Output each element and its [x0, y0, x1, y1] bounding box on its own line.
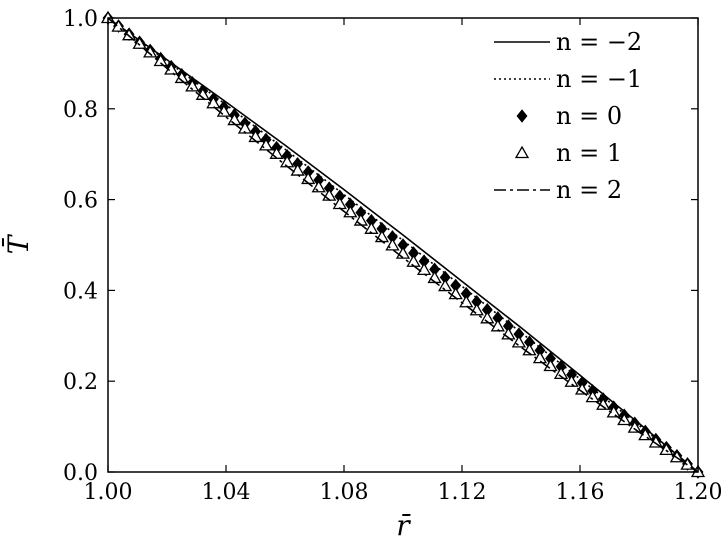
series-marker	[511, 335, 527, 348]
series-marker	[416, 262, 432, 275]
series-marker	[111, 19, 126, 32]
y-tick-label: 0.6	[63, 189, 98, 214]
legend-entry: n = −1	[494, 65, 642, 93]
series-0	[107, 17, 699, 473]
series-4	[107, 17, 699, 473]
legend-label: n = −1	[556, 65, 642, 93]
y-tick-label: 0.8	[63, 98, 98, 123]
y-axis-label: T̄	[1, 233, 35, 254]
x-tick-label: 1.12	[438, 480, 487, 505]
legend-entry: n = −2	[494, 28, 642, 56]
legend-entry: n = 1	[514, 139, 622, 167]
legend-entry: n = 2	[494, 176, 622, 204]
series-marker	[553, 366, 569, 380]
series-marker	[659, 442, 674, 456]
series-marker	[532, 350, 548, 364]
legend: n = −2 n = −1 n = 0 n = 1 n = 2	[494, 28, 642, 204]
series-marker	[185, 79, 200, 92]
x-tick-label: 1.04	[202, 480, 251, 505]
legend-label: n = −2	[556, 28, 642, 56]
series-marker	[406, 254, 421, 267]
legend-label: n = 1	[556, 139, 622, 167]
series-marker	[585, 389, 600, 403]
series-marker	[459, 294, 474, 308]
legend-marker	[516, 109, 528, 123]
legend-label: n = 0	[556, 102, 622, 130]
series-marker	[480, 310, 495, 324]
series-marker	[132, 36, 147, 49]
series-line	[107, 17, 699, 473]
x-tick-label: 1.08	[320, 480, 369, 505]
legend-label: n = 2	[556, 176, 622, 204]
series-line	[107, 17, 699, 473]
series-marker	[627, 420, 642, 433]
y-tick-label: 0.0	[63, 461, 98, 486]
series-marker	[490, 319, 505, 332]
series-marker	[206, 95, 221, 109]
series-marker	[522, 342, 537, 356]
x-tick-label: 1.00	[84, 480, 133, 505]
legend-marker	[514, 145, 530, 159]
y-tick-label: 1.0	[63, 7, 98, 32]
series-marker	[543, 358, 558, 372]
series-marker	[195, 87, 210, 100]
ticks-layer: 1.00 1.04 1.08 1.12 1.16 1.20 0.0 0.2 0.4 0.6 0.8 1…	[63, 7, 721, 505]
plot-frame	[107, 17, 699, 473]
series-marker	[469, 302, 484, 316]
y-tick-label: 0.2	[63, 370, 98, 395]
y-tick-label: 0.4	[63, 279, 98, 304]
legend-entry: n = 0	[516, 102, 622, 130]
x-axis-label: r̄	[396, 509, 411, 542]
series-marker	[438, 278, 453, 292]
x-tick-label: 1.16	[556, 480, 605, 505]
x-tick-label: 1.20	[674, 480, 721, 505]
series-marker	[153, 53, 168, 67]
series-marker	[680, 457, 695, 470]
